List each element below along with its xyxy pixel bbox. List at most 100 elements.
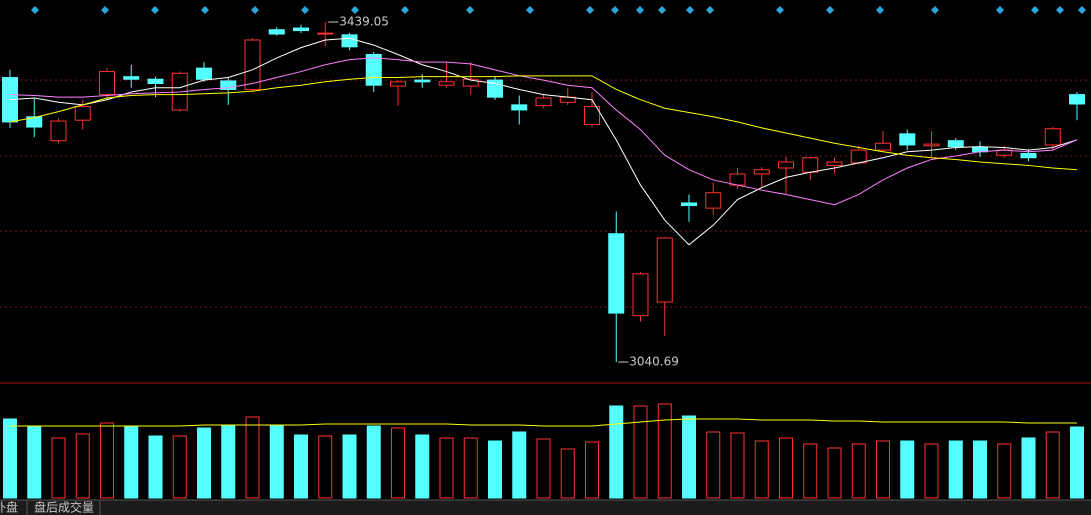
volume-bar <box>948 440 963 499</box>
candle-body <box>74 106 91 121</box>
volume-bar <box>269 425 284 499</box>
event-diamond <box>101 6 109 14</box>
volume-bar <box>488 440 502 499</box>
candle-body <box>875 142 891 151</box>
volume-bar <box>463 437 478 499</box>
event-diamond <box>301 6 309 14</box>
volume-bar <box>609 405 624 499</box>
candle-body <box>196 67 212 80</box>
candle-body <box>681 202 697 207</box>
moving-average <box>9 57 1078 206</box>
volume-bar <box>1045 431 1060 499</box>
volume-bar <box>1021 437 1036 499</box>
volume-bar <box>294 434 308 499</box>
candle-body <box>584 106 600 125</box>
volume-bar <box>366 425 381 499</box>
candle-body <box>293 27 309 32</box>
event-diamond <box>611 6 619 14</box>
volume-bar <box>876 440 890 499</box>
candle-body <box>26 116 43 128</box>
event-diamond <box>401 6 409 14</box>
candle-body <box>535 97 552 107</box>
event-diamond <box>1031 6 1039 14</box>
candle-body <box>123 76 140 80</box>
volume-bar <box>900 440 915 499</box>
low-label: 3040.69 <box>629 355 679 369</box>
volume-bar <box>197 427 211 499</box>
candle-body <box>365 53 382 86</box>
candle-body <box>341 34 358 48</box>
event-diamond <box>706 6 714 14</box>
candle-body <box>438 81 455 86</box>
volume-bar <box>415 434 430 499</box>
candle-body <box>317 32 334 35</box>
volume-bar <box>682 415 696 499</box>
event-diamond <box>251 6 259 14</box>
candle-body <box>705 192 722 209</box>
candle-body <box>778 161 794 169</box>
candle-body <box>608 233 625 314</box>
candle-body <box>753 169 770 175</box>
volume-bar <box>706 431 721 499</box>
candle-body <box>850 149 867 164</box>
volume-bar <box>100 422 114 499</box>
event-diamond <box>686 6 694 14</box>
candle-body <box>414 79 431 83</box>
candle-body <box>923 143 940 147</box>
event-diamond <box>826 6 834 14</box>
volume-bar <box>827 447 842 499</box>
candle-body <box>1020 152 1037 159</box>
event-diamond <box>996 6 1004 14</box>
volume-bar <box>560 448 575 499</box>
candle-body <box>220 80 237 90</box>
volume-bar <box>973 440 987 499</box>
candle-body <box>462 78 479 87</box>
event-diamond <box>526 6 534 14</box>
event-markers <box>31 6 1086 14</box>
event-diamond <box>586 6 594 14</box>
event-diamond <box>466 6 474 14</box>
tab[interactable]: 盘后成交量 <box>34 500 94 515</box>
volume-bar <box>391 427 405 499</box>
volume-bar <box>536 438 551 499</box>
volume-bar <box>730 432 745 499</box>
event-diamond <box>1056 6 1064 14</box>
candle-body <box>656 237 673 303</box>
volume-bar <box>803 443 818 499</box>
volume-bar <box>148 435 163 499</box>
volume-bar <box>342 434 357 499</box>
event-diamond <box>636 6 644 14</box>
volume-bar <box>27 426 42 499</box>
candle-body <box>947 140 964 148</box>
volume-moving-average <box>10 418 1077 427</box>
candle-body <box>899 133 916 146</box>
volume-bar <box>318 435 333 499</box>
candle-body <box>390 81 406 87</box>
candle-body <box>50 120 67 142</box>
candle-body <box>826 161 843 166</box>
event-diamond <box>931 6 939 14</box>
volume-bar <box>172 435 187 499</box>
volume-bar <box>997 443 1012 499</box>
candle-body <box>268 29 285 35</box>
tab-bar <box>0 500 1091 515</box>
candle-body <box>802 157 819 173</box>
candle-body <box>729 173 746 186</box>
volume-bar <box>754 440 769 499</box>
volume-bar <box>3 418 17 499</box>
volume-bar <box>512 431 527 499</box>
candle-body <box>99 71 115 96</box>
tab[interactable]: 外盘 <box>0 500 18 515</box>
event-diamond <box>151 6 159 14</box>
volume-bar <box>1070 426 1084 499</box>
volume-bar <box>585 441 599 499</box>
volume-bar <box>124 426 139 499</box>
volume-bar <box>75 433 90 499</box>
volume-bar <box>633 405 648 499</box>
event-diamond <box>1078 6 1086 14</box>
candle-body <box>1044 128 1061 146</box>
volume-bar <box>851 443 866 499</box>
